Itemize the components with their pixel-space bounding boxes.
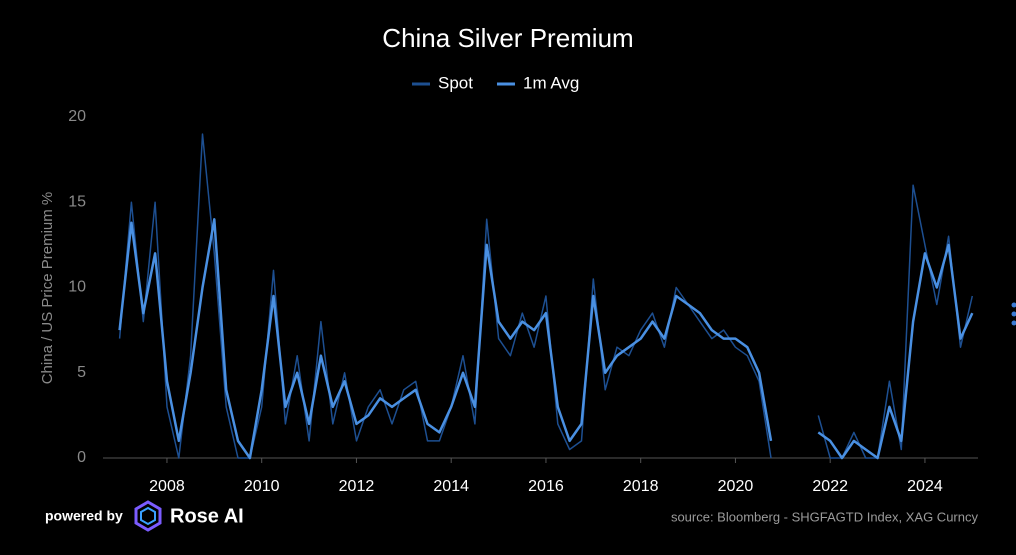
series-line [118,218,974,460]
y-axis-label: China / US Price Premium % [39,192,56,385]
legend-label: Spot [438,73,473,92]
y-tick-label: 15 [68,193,86,210]
x-tick-label: 2010 [244,478,280,495]
y-tick-label: 20 [68,108,86,125]
chart-title: China Silver Premium [382,23,633,53]
logo [134,500,162,532]
y-tick-label: 5 [77,364,86,381]
x-tick-label: 2008 [149,478,185,495]
legend-label: 1m Avg [523,73,579,92]
x-tick-label: 2022 [812,478,848,495]
powered-by: powered by [45,508,123,524]
x-tick-label: 2014 [433,478,469,495]
brand: Rose AI [170,505,244,527]
y-tick-label: 0 [77,449,86,466]
x-tick-label: 2018 [623,478,659,495]
x-tick-label: 2024 [907,478,943,495]
x-tick-label: 2020 [718,478,754,495]
source: source: Bloomberg - SHGFAGTD Index, XAG … [671,509,979,524]
menu-dots[interactable] [1011,302,1016,326]
x-tick-label: 2016 [528,478,564,495]
x-tick-label: 2012 [339,478,375,495]
y-tick-label: 10 [68,279,86,296]
